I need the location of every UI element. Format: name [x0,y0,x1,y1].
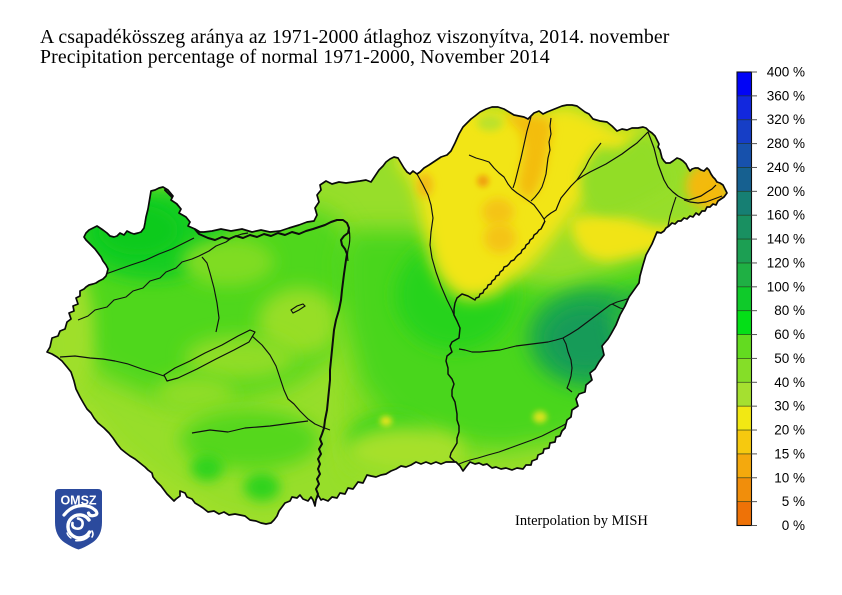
svg-text:60 %: 60 % [774,327,805,342]
svg-text:400 %: 400 % [767,65,805,80]
svg-text:280 %: 280 % [767,136,805,151]
svg-text:5 %: 5 % [782,494,805,509]
svg-text:0 %: 0 % [782,518,805,533]
svg-text:240 %: 240 % [767,160,805,175]
svg-text:80 %: 80 % [774,303,805,318]
svg-text:50 %: 50 % [774,351,805,366]
svg-text:320 %: 320 % [767,112,805,127]
svg-text:10 %: 10 % [774,470,805,485]
svg-text:120 %: 120 % [767,255,805,270]
svg-text:30 %: 30 % [774,399,805,414]
svg-text:OMSZ: OMSZ [60,494,96,508]
svg-text:140 %: 140 % [767,232,805,247]
svg-text:15 %: 15 % [774,446,805,461]
svg-text:40 %: 40 % [774,375,805,390]
svg-text:100 %: 100 % [767,279,805,294]
svg-text:200 %: 200 % [767,184,805,199]
svg-text:360 %: 360 % [767,88,805,103]
svg-text:160 %: 160 % [767,208,805,223]
svg-text:20 %: 20 % [774,423,805,438]
